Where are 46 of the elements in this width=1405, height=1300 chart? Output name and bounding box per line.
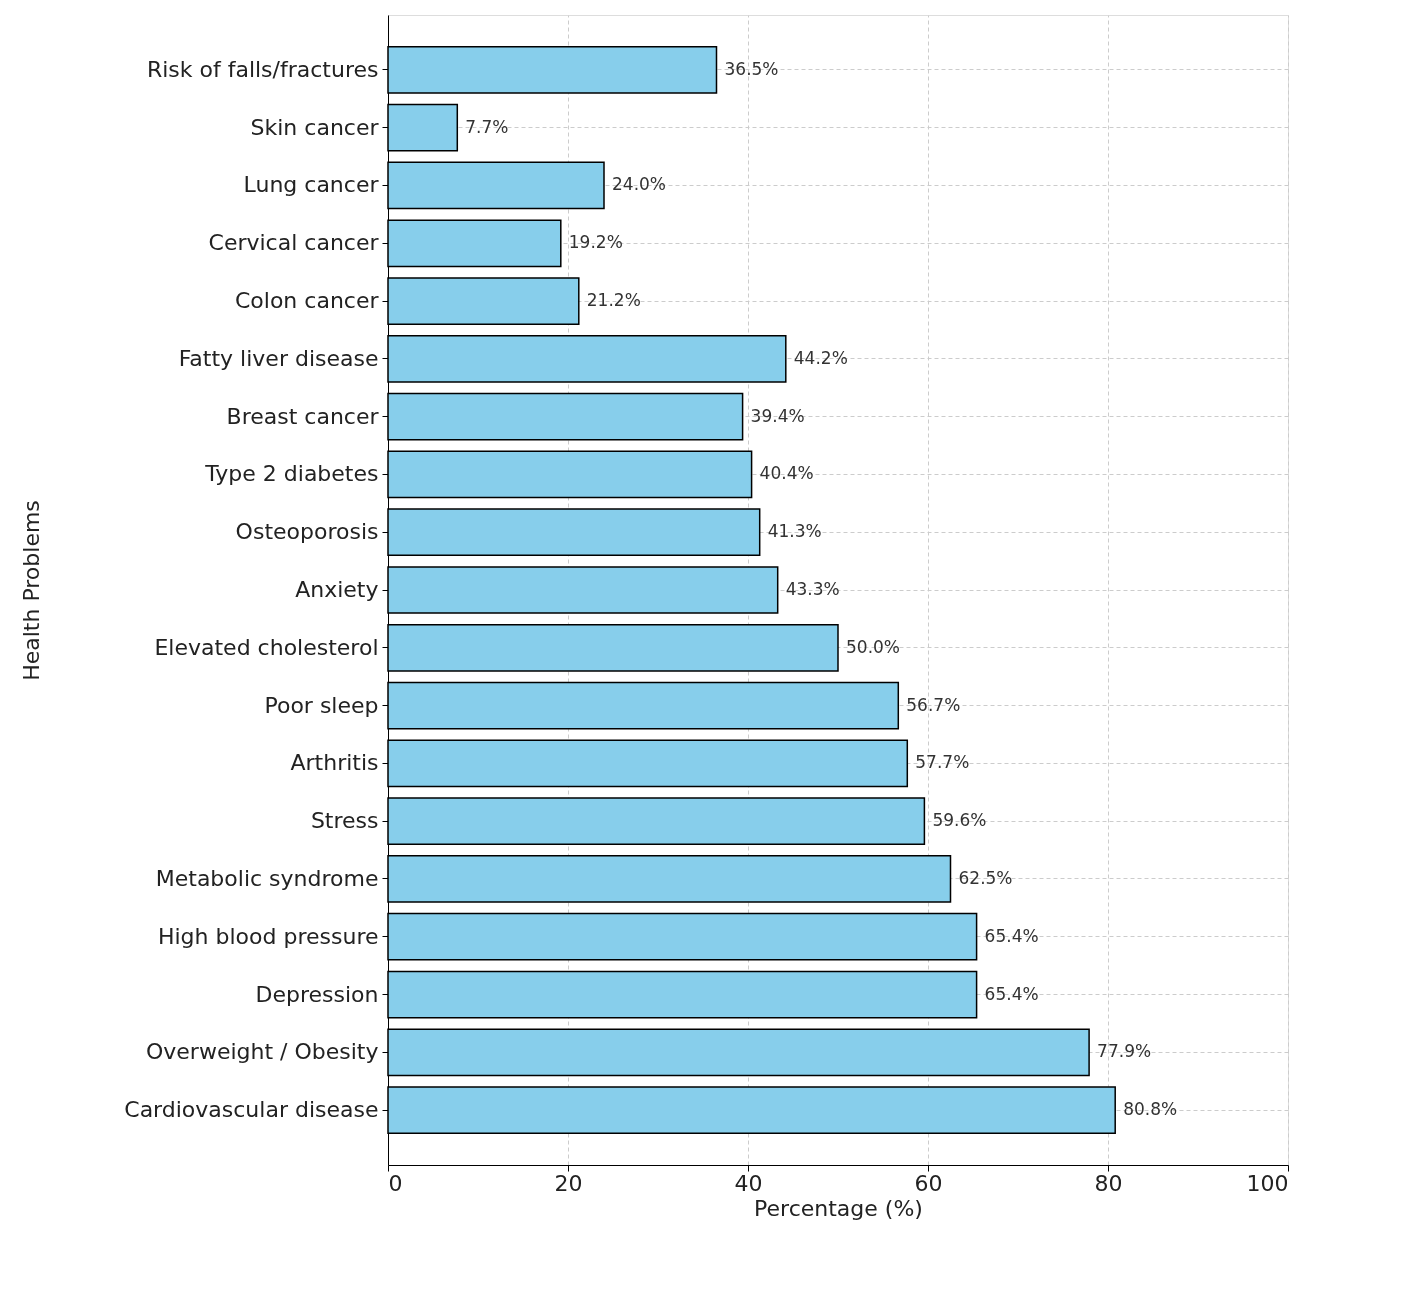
data-label: 41.3% — [767, 521, 822, 542]
y-tick-label: Colon cancer — [234, 288, 380, 314]
data-label: 24.0% — [612, 174, 667, 195]
data-label: 77.9% — [1097, 1041, 1152, 1062]
y-tick-label: High blood pressure — [157, 923, 379, 949]
data-label: 19.2% — [568, 232, 623, 253]
data-label: 80.8% — [1123, 1099, 1178, 1120]
x-tick-label: 20 — [554, 1170, 583, 1196]
y-axis-title: Health Problems — [18, 500, 44, 681]
data-label: 59.6% — [932, 810, 987, 831]
data-label: 65.4% — [984, 983, 1039, 1004]
data-label: 36.5% — [724, 58, 779, 79]
y-tick-label: Type 2 diabetes — [204, 461, 379, 487]
data-label: 65.4% — [984, 925, 1039, 946]
x-tick-label: 40 — [734, 1170, 763, 1196]
y-tick-label: Arthritis — [290, 750, 379, 776]
data-label: 39.4% — [750, 405, 805, 426]
y-tick-label: Osteoporosis — [235, 519, 379, 545]
data-label: 50.0% — [846, 636, 901, 657]
y-tick-label: Fatty liver disease — [178, 345, 379, 371]
y-tick-label: Breast cancer — [226, 403, 380, 429]
y-tick-label: Depression — [255, 981, 379, 1007]
data-label: 62.5% — [958, 867, 1013, 888]
x-tick-label: 60 — [914, 1170, 943, 1196]
data-label: 7.7% — [465, 116, 509, 137]
data-label: 57.7% — [915, 752, 970, 773]
y-tick-label: Risk of falls/fractures — [146, 56, 379, 82]
data-label: 44.2% — [793, 347, 848, 368]
data-label: 40.4% — [759, 463, 814, 484]
y-tick-label: Overweight / Obesity — [145, 1039, 379, 1065]
y-tick-label: Poor sleep — [264, 692, 379, 718]
y-tick-label: Lung cancer — [243, 172, 380, 198]
data-label: 43.3% — [785, 579, 840, 599]
y-tick-label: Cervical cancer — [208, 230, 380, 256]
x-axis-title: Percentage (%) — [754, 1195, 923, 1221]
x-tick-label: 0 — [388, 1170, 403, 1196]
data-label: 21.2% — [586, 290, 641, 311]
data-label: 56.7% — [906, 694, 961, 715]
x-tick-label: 100 — [1246, 1170, 1289, 1196]
x-tick-label: 80 — [1094, 1170, 1123, 1196]
y-tick-label: Metabolic syndrome — [155, 865, 379, 891]
y-tick-label: Elevated cholesterol — [154, 634, 379, 660]
y-tick-label: Cardiovascular disease — [124, 1097, 379, 1123]
y-tick-label: Stress — [310, 808, 379, 834]
y-tick-label: Anxiety — [295, 577, 379, 602]
y-tick-label: Skin cancer — [250, 114, 380, 140]
